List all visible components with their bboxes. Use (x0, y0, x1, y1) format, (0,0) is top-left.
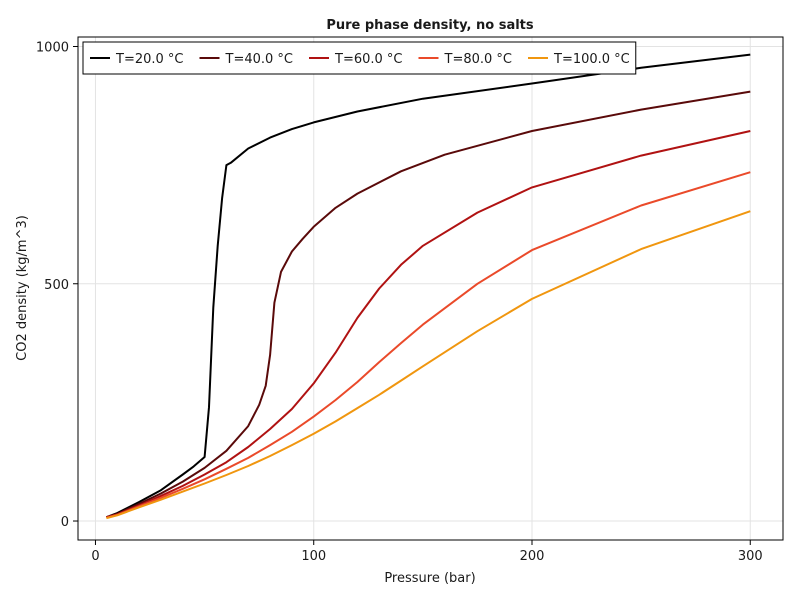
legend-label: T=40.0 °C (225, 52, 294, 67)
series-line-3 (106, 130, 751, 519)
x-tick-label: 200 (520, 549, 545, 564)
series-lines (106, 53, 751, 520)
legend-label: T=60.0 °C (334, 52, 403, 67)
y-tick-label: 500 (44, 278, 69, 293)
y-axis-label: CO2 density (kg/m^3) (15, 215, 30, 361)
x-tick-label: 0 (91, 549, 99, 564)
legend: T=20.0 °C T=40.0 °C T=60.0 °C T=80.0 °C T=10… (82, 41, 637, 75)
series-line-2 (106, 90, 751, 519)
series-line-1 (106, 53, 751, 519)
grid-lines (78, 37, 783, 540)
y-tick-label: 1000 (36, 40, 69, 55)
x-tick-label: 100 (301, 549, 326, 564)
x-tick-label: 300 (738, 549, 763, 564)
plot-frame (77, 36, 784, 541)
legend-label: T=100.0 °C (553, 52, 630, 67)
series-line-5 (106, 210, 751, 520)
y-tick-label: 0 (61, 515, 69, 530)
chart-title: Pure phase density, no salts (326, 18, 534, 33)
x-axis-label: Pressure (bar) (384, 571, 475, 586)
legend-label: T=20.0 °C (115, 52, 184, 67)
axis-ticks: 0 100 200 300 0 500 1000 (36, 40, 763, 564)
series-line-4 (106, 171, 751, 519)
legend-label: T=80.0 °C (444, 52, 513, 67)
